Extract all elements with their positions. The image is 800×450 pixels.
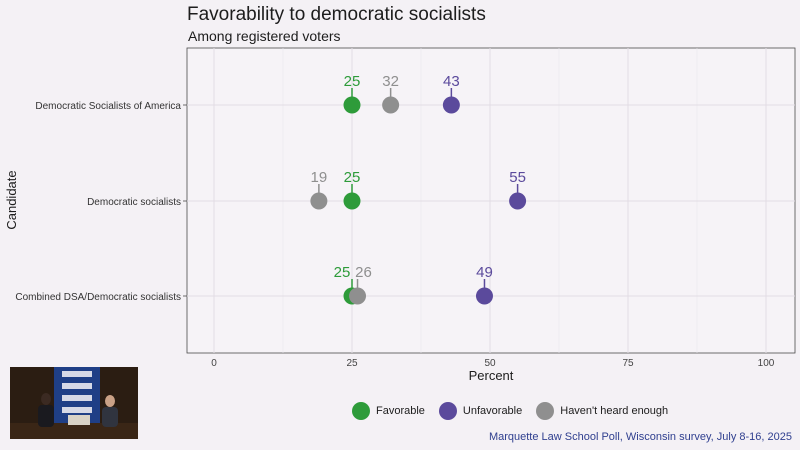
data-point: [343, 192, 361, 210]
legend-item: Unfavorable: [438, 402, 523, 420]
data-label: 19: [311, 169, 328, 186]
legend-swatch: [438, 402, 457, 420]
chart-subtitle: Among registered voters: [188, 28, 341, 44]
legend-swatch: [536, 402, 555, 420]
legend-label: Haven't heard enough: [560, 405, 669, 417]
y-axis-label: Candidate: [4, 170, 19, 229]
source-caption: Marquette Law School Poll, Wisconsin sur…: [488, 431, 792, 443]
data-label: 49: [476, 264, 493, 281]
x-tick-label: 75: [622, 358, 634, 369]
x-axis-label: Percent: [469, 368, 514, 383]
data-point: [349, 287, 367, 305]
legend-label: Favorable: [376, 405, 425, 417]
data-label: 43: [443, 73, 460, 90]
data-label: 32: [382, 73, 399, 90]
data-point: [343, 96, 361, 114]
video-inset: [10, 367, 138, 439]
data-label: 25: [344, 169, 361, 186]
data-points: 25 25 25 43 55 49 32 19 26: [310, 73, 527, 305]
legend-item: Haven't heard enough: [536, 402, 668, 420]
y-tick-labels: Democratic Socialists of America Democrat…: [15, 101, 187, 303]
data-point: [509, 192, 527, 210]
data-point: [442, 96, 460, 114]
x-tick-label: 25: [346, 358, 358, 369]
legend: Favorable Unfavorable Haven't heard enough: [352, 402, 682, 420]
data-point: [382, 96, 400, 114]
x-tick-labels: 0 25 50 75 100: [211, 358, 775, 369]
data-label: 26: [355, 264, 372, 281]
speakers-image: [10, 367, 138, 439]
y-tick-label: Democratic socialists: [87, 197, 181, 208]
x-tick-label: 100: [758, 358, 775, 369]
data-label: 25: [334, 264, 351, 281]
legend-label: Unfavorable: [462, 405, 523, 417]
data-label: 25: [344, 73, 361, 90]
data-label: 55: [509, 169, 526, 186]
legend-swatch: [352, 402, 370, 420]
data-point: [475, 287, 493, 305]
x-tick-label: 50: [484, 358, 496, 369]
y-tick-label: Democratic Socialists of America: [35, 101, 181, 112]
chart-title: Favorability to democratic socialists: [187, 4, 486, 25]
legend-item: Favorable: [352, 402, 425, 420]
y-tick-label: Combined DSA/Democratic socialists: [15, 292, 181, 303]
x-tick-label: 0: [211, 358, 217, 369]
data-point: [310, 192, 328, 210]
